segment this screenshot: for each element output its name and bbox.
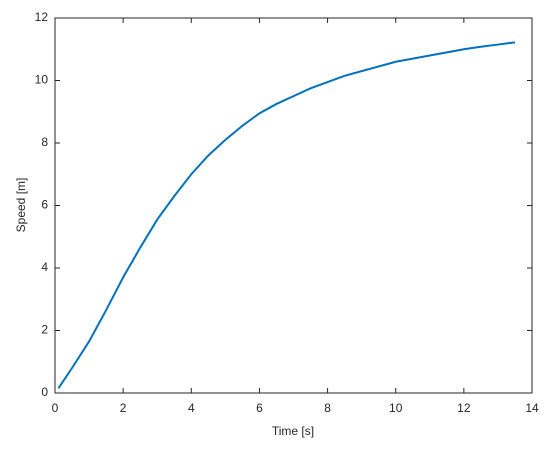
y-tick-label: 0 [41,385,48,399]
x-axis-label: Time [s] [272,424,314,438]
y-tick-label: 12 [35,10,49,24]
x-tick-label: 6 [256,401,263,415]
x-tick-label: 14 [525,401,539,415]
x-tick-label: 0 [52,401,59,415]
axes-box [54,17,533,394]
data-line [57,41,516,389]
x-tick-label: 12 [457,401,471,415]
x-tick-label: 10 [389,401,403,415]
y-tick-label: 4 [41,260,48,274]
y-axis-label: Speed [m] [14,178,28,233]
y-tick-label: 8 [41,135,48,149]
y-tick-label: 10 [35,73,49,87]
x-tick-label: 8 [324,401,331,415]
y-tick-label: 2 [41,323,48,337]
x-tick-label: 4 [188,401,195,415]
x-tick-label: 2 [120,401,127,415]
y-tick-label: 6 [41,198,48,212]
